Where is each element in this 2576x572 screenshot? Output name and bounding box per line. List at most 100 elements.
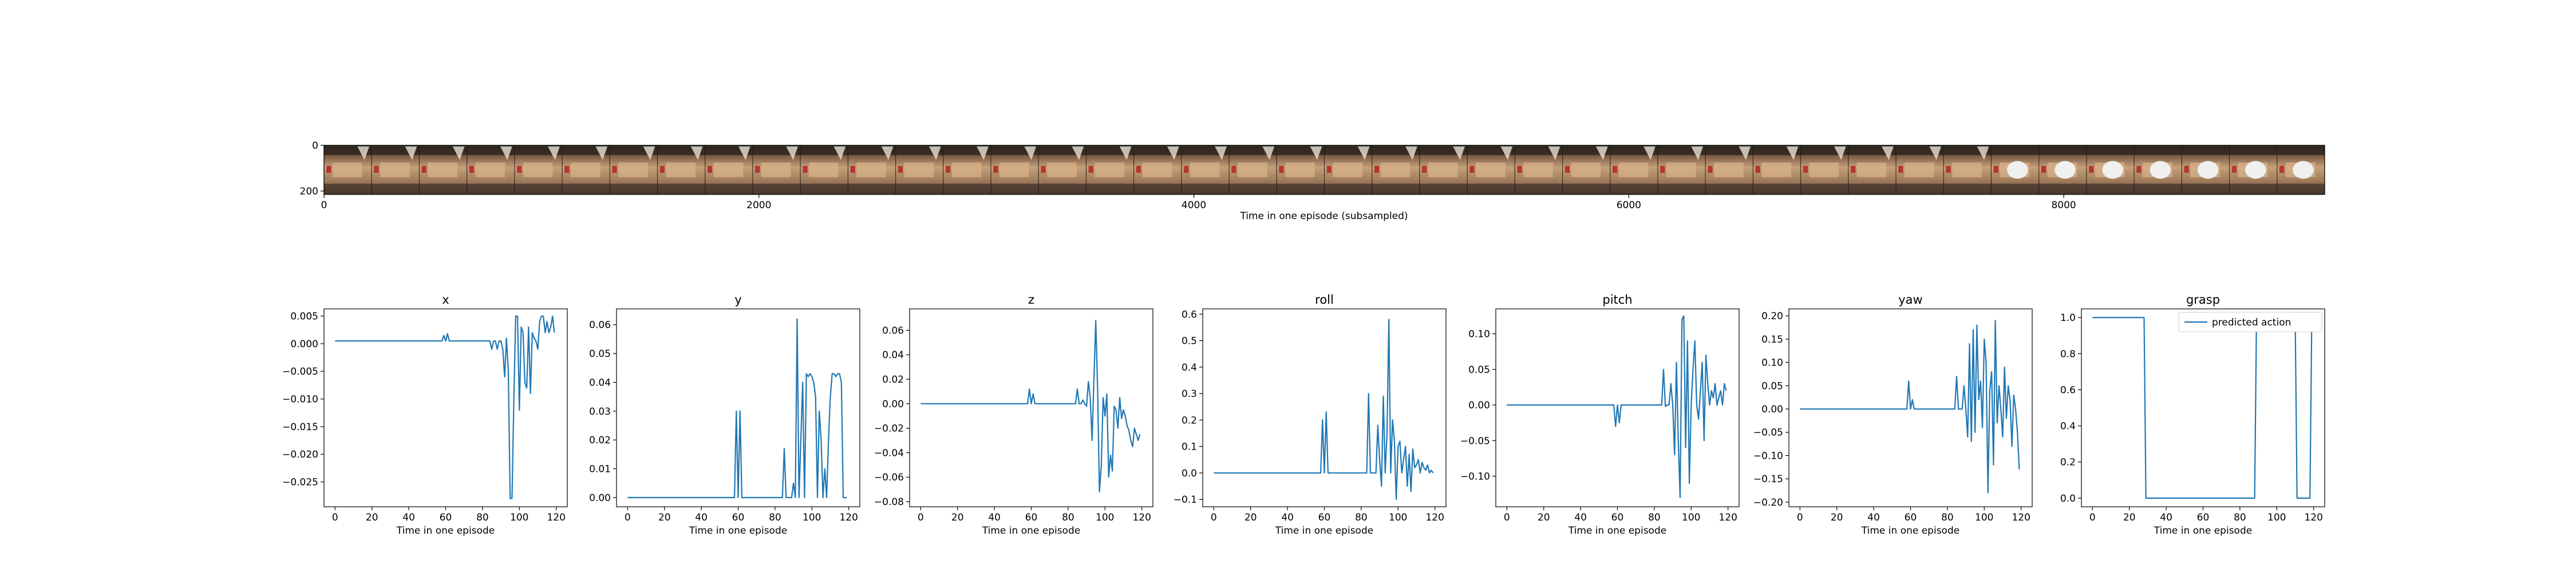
ytick-label: 0.2 xyxy=(1182,415,1197,426)
frame-object xyxy=(850,166,855,173)
frame-bottom-shadow xyxy=(1800,184,1848,194)
xtick-label: 120 xyxy=(1425,512,1444,523)
frame-gripper xyxy=(1691,146,1704,160)
subplot-title: z xyxy=(1028,293,1034,307)
frame-gripper xyxy=(1786,146,1799,160)
frame-object xyxy=(1660,166,1665,173)
filmstrip-frame xyxy=(1276,145,1325,194)
filmstrip-frame xyxy=(1800,145,1848,194)
ytick-label: 0.3 xyxy=(1182,388,1197,400)
frame-gripper xyxy=(548,146,560,160)
ytick-label: 0.8 xyxy=(2060,348,2076,360)
xtick-label: 20 xyxy=(2123,512,2136,523)
frame-gripper xyxy=(1310,146,1322,160)
filmstrip-frame xyxy=(990,145,1039,194)
frame-tray xyxy=(666,162,696,177)
ytick-label: 0.6 xyxy=(2060,384,2076,396)
xtick-label: 100 xyxy=(510,512,528,523)
frame-gripper xyxy=(643,146,655,160)
filmstrip-frame xyxy=(1610,145,1658,194)
frame-bottom-shadow xyxy=(1658,184,1706,194)
frame-gripper xyxy=(500,146,512,160)
ytick-label: −0.025 xyxy=(282,477,318,488)
frame-gripper xyxy=(1882,146,1894,160)
frame-bottom-shadow xyxy=(991,184,1039,194)
filmstrip-frame xyxy=(609,145,658,194)
frame-bottom-shadow xyxy=(1515,184,1563,194)
frame-object xyxy=(1517,166,1522,173)
frame-tray xyxy=(1523,162,1553,177)
filmstrip-frame xyxy=(1228,145,1277,194)
frame-object xyxy=(469,166,475,173)
ytick-label: 0.4 xyxy=(2060,421,2076,432)
xtick-label: 80 xyxy=(1941,512,1954,523)
xtick-label: 100 xyxy=(1389,512,1407,523)
frame-gripper xyxy=(2197,161,2219,179)
filmstrip-frame xyxy=(752,145,801,194)
frame-bottom-shadow xyxy=(1848,184,1897,194)
frame-object xyxy=(1184,166,1189,173)
subplot-title: y xyxy=(734,293,741,307)
frame-object xyxy=(1803,166,1808,173)
xtick-label: 100 xyxy=(1096,512,1114,523)
frame-gripper xyxy=(452,146,465,160)
subplot-pitch: pitch 0 20 40 60 80 100 120 −0.10 −0.05 0.00 0.05 0.… xyxy=(1460,293,1740,537)
filmstrip-frames xyxy=(323,145,2325,194)
filmstrip-ytick-label: 200 xyxy=(300,186,318,197)
frame-object xyxy=(1422,166,1427,173)
ytick-label: 0.02 xyxy=(589,435,611,446)
xtick-label: 120 xyxy=(1132,512,1151,523)
frame-object xyxy=(898,166,903,173)
frame-object xyxy=(374,166,379,173)
ytick-label: 0.02 xyxy=(882,374,904,386)
ytick-label: −0.010 xyxy=(282,394,318,406)
xlabel: Time in one episode xyxy=(982,525,1080,537)
frame-bottom-shadow xyxy=(1943,184,1992,194)
ytick-label: 0.15 xyxy=(1761,334,1783,345)
xtick-label: 40 xyxy=(1281,512,1294,523)
frame-bottom-shadow xyxy=(1562,184,1610,194)
ytick-label: −0.05 xyxy=(1460,435,1490,447)
frame-gripper xyxy=(738,146,750,160)
filmstrip-frame xyxy=(2229,145,2277,194)
ytick-label: 0.5 xyxy=(1182,336,1197,347)
filmstrip-frame xyxy=(705,145,753,194)
frame-gripper xyxy=(2055,161,2076,179)
frame-gripper xyxy=(2293,161,2314,179)
frame-gripper xyxy=(1024,146,1037,160)
filmstrip-frame xyxy=(1085,145,1134,194)
frame-gripper xyxy=(1215,146,1227,160)
filmstrip-frame xyxy=(800,145,848,194)
ytick-label: 0.2 xyxy=(2060,457,2076,468)
xtick-label: 40 xyxy=(402,512,415,523)
xtick-label: 120 xyxy=(547,512,565,523)
frame-tray xyxy=(856,162,886,177)
frame-bottom-shadow xyxy=(848,184,896,194)
filmstrip-frame xyxy=(1514,145,1563,194)
filmstrip-frame xyxy=(895,145,943,194)
subplot-x: x 0 20 40 60 80 100 120 −0.025 −0.020 −0.015 −0.010… xyxy=(282,293,568,537)
ytick-label: −0.005 xyxy=(282,366,318,378)
ytick-label: −0.05 xyxy=(1753,427,1783,439)
frame-top-shadow xyxy=(2229,145,2277,156)
ytick-label: −0.04 xyxy=(874,447,904,459)
subplot-y: y 0 20 40 60 80 100 120 0.00 0.01 0.02 0.03 0.04 0.05… xyxy=(589,293,860,537)
xtick-label: 60 xyxy=(1318,512,1331,523)
frame-bottom-shadow xyxy=(2277,184,2325,194)
xtick-label: 100 xyxy=(803,512,821,523)
frame-bottom-shadow xyxy=(943,184,991,194)
frame-bottom-shadow xyxy=(467,184,515,194)
frame-bottom-shadow xyxy=(705,184,753,194)
frame-gripper xyxy=(881,146,894,160)
frame-bottom-shadow xyxy=(2086,184,2135,194)
series-line xyxy=(627,318,847,498)
filmstrip-frame xyxy=(1038,145,1086,194)
legend: predicted action xyxy=(2178,312,2322,332)
frame-gripper xyxy=(1977,146,1989,160)
frame-gripper xyxy=(833,146,846,160)
frame-object xyxy=(659,166,665,173)
frame-bottom-shadow xyxy=(1133,184,1182,194)
ytick-label: 0.20 xyxy=(1761,311,1783,322)
frame-gripper xyxy=(2102,161,2124,179)
